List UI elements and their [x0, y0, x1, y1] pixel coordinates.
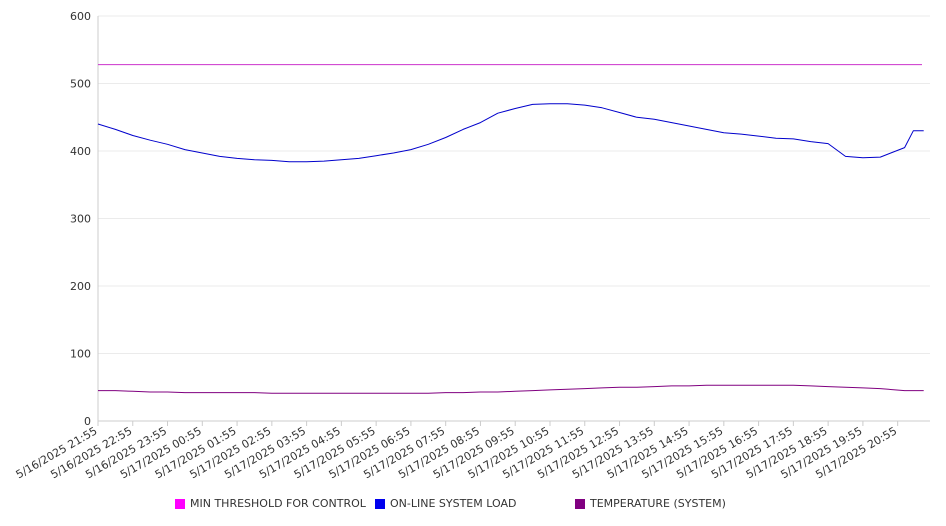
legend-swatch-threshold: [175, 498, 185, 509]
legend-label-system-load: ON-LINE SYSTEM LOAD: [390, 497, 517, 510]
x-axis-ticks: 5/16/2025 21:555/16/2025 22:555/16/2025 …: [14, 421, 899, 481]
y-axis-ticks: 0 100 200 300 400 500 600: [70, 10, 91, 428]
y-tick-label: 0: [84, 415, 91, 428]
series-line-temperature-system[interactable]: [98, 384, 924, 394]
y-tick-label: 100: [70, 348, 91, 361]
legend-item-system-load[interactable]: ON-LINE SYSTEM LOAD: [375, 497, 516, 510]
legend-label-threshold: MIN THRESHOLD FOR CONTROL: [190, 497, 366, 510]
y-tick-label: 500: [70, 78, 91, 91]
legend-item-temperature[interactable]: TEMPERATURE (SYSTEM): [575, 497, 726, 510]
y-tick-label: 400: [70, 145, 91, 158]
legend-item-threshold[interactable]: MIN THRESHOLD FOR CONTROL: [175, 497, 366, 510]
y-tick-label: 200: [70, 280, 91, 293]
series-line-on-line-system-load[interactable]: [97, 103, 924, 163]
line-chart: 0 100 200 300 400 500 600 5/16/2025 21:555/16/…: [14, 10, 930, 481]
y-tick-label: 300: [70, 213, 91, 226]
chart-legend: MIN THRESHOLD FOR CONTROL ON-LINE SYSTEM…: [0, 497, 946, 515]
legend-label-temperature: TEMPERATURE (SYSTEM): [590, 497, 726, 510]
chart-gridlines: [98, 15, 930, 354]
legend-swatch-system-load: [375, 498, 385, 509]
chart-series: [97, 64, 924, 394]
legend-swatch-temperature: [575, 498, 585, 509]
y-tick-label: 600: [70, 10, 91, 23]
